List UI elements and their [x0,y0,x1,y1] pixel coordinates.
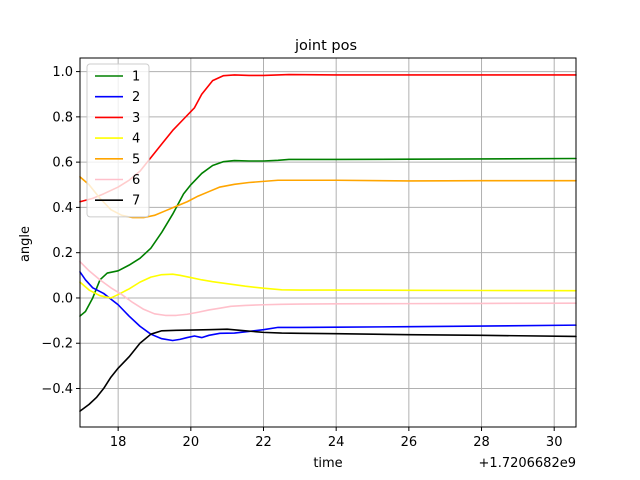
series-line-6 [79,260,577,317]
x-tick-label: 22 [255,435,272,450]
legend-box [86,63,150,218]
x-tick-label: 24 [328,435,345,450]
legend-label-5: 5 [132,152,140,167]
legend-label-3: 3 [132,111,140,126]
legend-label-1: 1 [132,70,140,85]
series-line-2 [79,271,577,342]
grid [80,58,576,427]
series-line-4 [79,273,577,299]
x-axis-offset-label: +1.7206682e9 [479,456,576,471]
y-tick-label: 1.0 [52,65,73,80]
x-tick-label: 30 [546,435,563,450]
x-tick-label: 26 [401,435,418,450]
legend-label-6: 6 [132,173,140,188]
y-axis-label: angle [18,226,33,262]
y-tick-label: 0.2 [52,246,73,261]
series-line-1 [79,157,577,317]
legend-label-4: 4 [132,132,140,147]
axis-ticks: 18 20 22 24 26 28 30−0.4−0.20.00.20.40.60.81.0 [41,65,562,450]
y-tick-label: 0.0 [52,291,73,306]
series-line-7 [79,328,577,412]
y-tick-label: −0.2 [41,337,73,352]
x-axis-label: time [313,456,342,471]
y-tick-label: 0.4 [52,201,73,216]
x-tick-label: 20 [183,435,200,450]
legend-label-7: 7 [132,194,140,209]
plot-frame [79,57,577,428]
legend-label-2: 2 [132,90,140,105]
x-tick-label: 18 [110,435,127,450]
legend: 1 2 3 4 5 6 7 [86,63,150,218]
x-tick-label: 28 [473,435,490,450]
chart-title: joint pos [294,38,357,54]
y-tick-label: 0.6 [52,156,73,171]
y-tick-label: −0.4 [41,382,73,397]
y-tick-label: 0.8 [52,110,73,125]
